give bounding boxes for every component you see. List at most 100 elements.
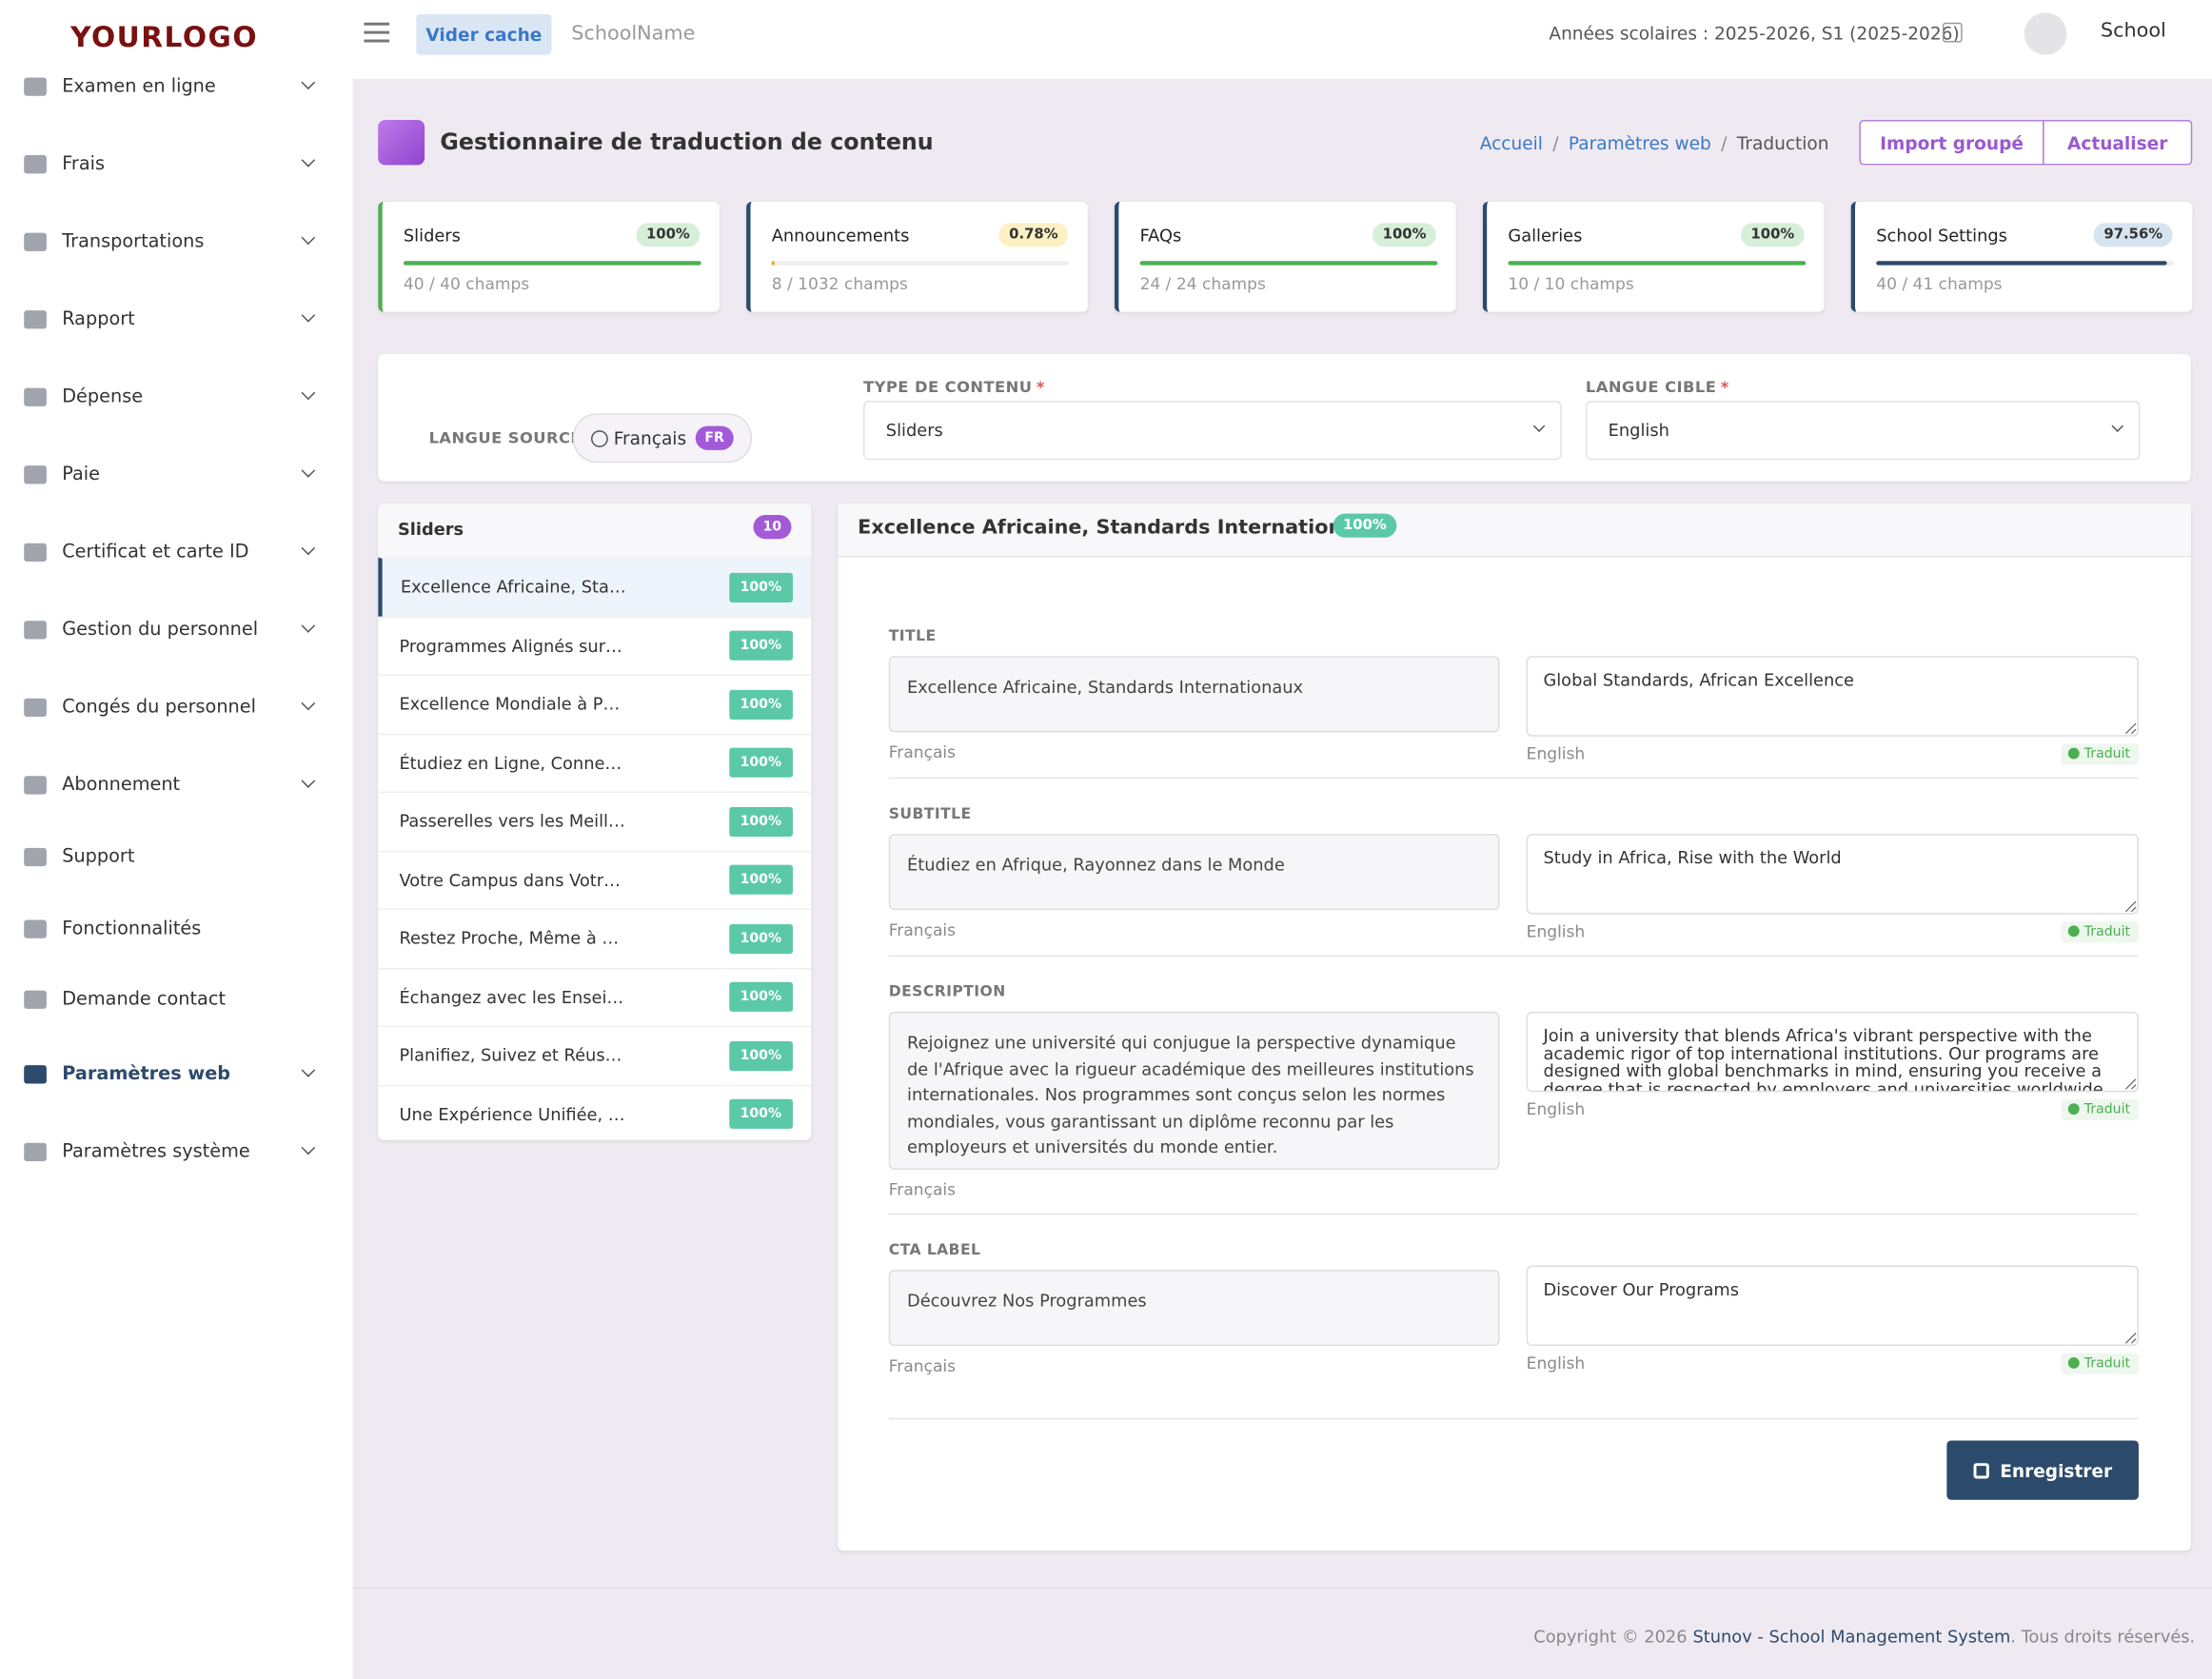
avatar[interactable] [2024,12,2067,55]
divider [888,1417,2139,1420]
nav-item[interactable]: Gestion du personnel [0,608,353,650]
item-label: Restez Proche, Même à … [399,928,620,949]
item-label: Passerelles vers les Meill… [399,811,625,832]
nav-icon [24,464,47,484]
nav-item[interactable]: Frais [0,143,353,185]
item-progress: 100% [728,806,793,837]
select[interactable]: Sliders [863,400,1562,461]
item-progress: 100% [728,1040,793,1071]
stat-card[interactable]: Galleries 100% 10 / 10 champs [1482,201,1825,312]
list-item[interactable]: Excellence Mondiale à P… 100% [378,674,812,734]
save-label: Enregistrer [2000,1459,2113,1481]
nav-item[interactable]: Certificat et carte ID [0,530,353,572]
stat-fields: 40 / 40 champs [403,273,530,294]
breadcrumb-separator: / [1552,132,1559,154]
logo[interactable]: YOURLOGO [70,19,259,54]
source-language-name: Français [613,427,687,449]
item-label: Étudiez en Ligne, Conne… [399,753,622,773]
save-button[interactable]: Enregistrer [1946,1440,2139,1500]
page-title: Gestionnaire de traduction de contenu [440,128,934,156]
stat-card[interactable]: Sliders 100% 40 / 40 champs [378,201,720,312]
nav-icon [24,386,47,406]
footer-brand[interactable]: Stunov - School Management System [1692,1627,2011,1647]
stat-card[interactable]: Announcements 0.78% 8 / 1032 champs [746,201,1088,312]
nav-icon [24,231,47,251]
source-language: Français [888,1355,957,1376]
field-label: DESCRIPTION [888,983,1006,1000]
nav-icon [24,919,47,938]
progress-track [1876,261,2174,266]
stat-card[interactable]: School Settings 97.56% 40 / 41 champs [1850,201,2193,312]
nav-item[interactable]: Rapport [0,298,353,340]
language-icon[interactable] [1942,22,1963,43]
item-progress: 100% [728,1099,793,1130]
progress-bar [1508,261,1807,266]
menu-toggle[interactable] [364,22,390,43]
nav-item[interactable]: Support [0,836,353,878]
chevron [301,619,316,633]
user-name[interactable]: School [2100,19,2166,43]
progress-track [1139,261,1438,266]
translation-input[interactable]: Join a university that blends Africa's v… [1526,1011,2139,1093]
breadcrumb-item[interactable]: Accueil [1479,132,1543,154]
nav-item[interactable]: Congés du personnel [0,685,353,727]
stat-badge: 100% [636,223,701,247]
nav-item[interactable]: Paramètres web [0,1053,353,1095]
item-label: Votre Campus dans Votr… [399,870,621,890]
required-mark: * [1720,378,1729,397]
select[interactable]: English [1585,400,2141,461]
nav-item[interactable]: Paie [0,453,353,495]
translation-input[interactable]: Study in Africa, Rise with the World [1526,834,2139,915]
list-item[interactable]: Excellence Africaine, Sta… 100% [378,557,812,617]
academic-year[interactable]: Années scolaires : 2025-2026, S1 (2025-2… [1549,22,1960,44]
chevron [301,385,316,401]
item-progress: 100% [728,572,793,602]
nav-item[interactable]: Paramètres système [0,1130,353,1172]
chevron [301,152,316,168]
stat-card[interactable]: FAQs 100% 24 / 24 champs [1114,201,1456,312]
nav-item[interactable]: Transportations [0,220,353,262]
nav-icon [24,775,47,794]
divider [888,955,2139,958]
translation-input[interactable]: Discover Our Programs [1526,1265,2139,1347]
stat-badge: 0.78% [998,223,1068,247]
footer-line [352,1587,2212,1590]
list-item[interactable]: Échangez avec les Ensei… 100% [378,967,812,1026]
target-language: English [1526,743,1586,763]
clear-cache[interactable]: Vider cache [416,13,552,55]
status: Traduit [2062,920,2139,943]
chevron [301,307,316,323]
school-name: SchoolName [571,22,696,46]
nav-item[interactable]: Abonnement [0,763,353,805]
stat-name: Sliders [403,226,461,246]
list-item[interactable]: Planifiez, Suivez et Réus… 100% [378,1025,812,1085]
nav-icon [24,1141,47,1161]
list-item[interactable]: Étudiez en Ligne, Conne… 100% [378,733,812,792]
nav-label: Paie [62,463,101,485]
translation-input[interactable]: Global Standards, African Excellence [1526,656,2139,737]
action-button[interactable]: Actualiser [2043,119,2193,166]
breadcrumb: Accueil / Paramètres web / Traduction [1480,132,1829,153]
list-item[interactable]: Passerelles vers les Meill… 100% [378,791,812,851]
list-item[interactable]: Une Expérience Unifiée, … 100% [378,1084,812,1140]
nav-icon [24,620,47,639]
nav-item[interactable]: Examen en ligne [0,65,353,107]
source-language: Français FR [572,413,753,464]
nav-item[interactable]: Dépense [0,375,353,417]
stat-name: Galleries [1508,226,1583,246]
chevron [301,1063,316,1077]
action-button[interactable]: Import groupé [1859,119,2044,166]
list-item[interactable]: Restez Proche, Même à … 100% [378,908,812,968]
nav-item[interactable]: Fonctionnalités [0,907,353,949]
list-item[interactable]: Votre Campus dans Votr… 100% [378,850,812,909]
list-item[interactable]: Programmes Alignés sur… 100% [378,616,812,675]
required-mark: * [1036,378,1045,397]
status: Traduit [2062,1353,2139,1374]
breadcrumb-item[interactable]: Paramètres web [1568,132,1711,154]
item-label: Une Expérience Unifiée, … [399,1104,625,1125]
source-text: Découvrez Nos Programmes [888,1270,1500,1347]
nav-item[interactable]: Demande contact [0,978,353,1019]
